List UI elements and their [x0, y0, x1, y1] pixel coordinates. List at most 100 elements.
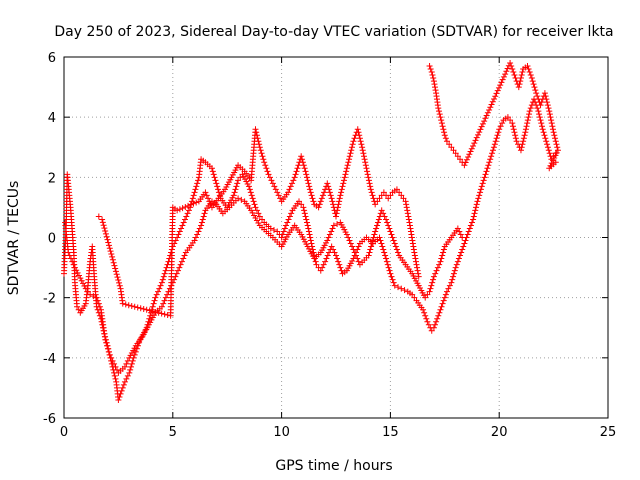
data-point: [479, 180, 486, 187]
x-tick-label: 20: [491, 425, 508, 440]
data-point: [206, 198, 213, 205]
data-point: [336, 198, 343, 205]
data-point: [423, 315, 430, 322]
data-point: [388, 273, 395, 280]
data-point: [449, 276, 456, 283]
data-point: [450, 147, 457, 154]
data-point: [544, 99, 551, 106]
data-point: [146, 307, 153, 314]
data-point: [181, 216, 188, 223]
data-point: [446, 141, 453, 148]
y-tick-label: 4: [48, 111, 56, 126]
data-point: [421, 309, 428, 316]
data-point: [462, 237, 469, 244]
data-point: [99, 216, 106, 223]
data-point: [95, 300, 102, 307]
data-point: [539, 126, 546, 133]
data-point: [152, 308, 159, 315]
data-point: [178, 258, 185, 265]
data-point: [439, 123, 446, 130]
data-point: [426, 288, 433, 295]
data-point: [104, 345, 111, 352]
data-point: [395, 284, 402, 291]
data-point: [194, 180, 201, 187]
data-point: [375, 216, 382, 223]
data-point: [414, 264, 421, 271]
data-point: [540, 129, 547, 136]
data-point: [184, 210, 191, 217]
data-point: [124, 357, 131, 364]
data-point: [549, 123, 556, 130]
data-point: [112, 265, 119, 272]
data-point: [374, 219, 381, 226]
data-point: [179, 222, 186, 229]
data-point: [546, 150, 553, 157]
data-point: [190, 192, 197, 199]
data-point: [460, 243, 467, 250]
data-point: [440, 297, 447, 304]
data-point: [238, 196, 245, 203]
data-point: [78, 277, 85, 284]
data-point: [483, 112, 490, 119]
data-point: [351, 135, 358, 142]
data-point: [285, 216, 292, 223]
data-point: [253, 132, 260, 139]
data-point: [420, 306, 427, 313]
data-point: [511, 129, 518, 136]
data-point: [253, 217, 260, 224]
data-point: [181, 252, 188, 259]
data-point: [346, 156, 353, 163]
data-point: [312, 258, 319, 265]
data-point: [304, 177, 311, 184]
data-point: [455, 255, 462, 262]
data-point: [538, 123, 545, 130]
data-point: [552, 159, 559, 166]
data-point: [347, 240, 354, 247]
data-point: [193, 183, 200, 190]
data-point: [441, 294, 448, 301]
data-point: [393, 186, 400, 193]
data-point: [522, 126, 529, 133]
data-point: [478, 183, 485, 190]
data-point: [306, 183, 313, 190]
data-point: [509, 123, 516, 130]
data-point: [119, 300, 126, 307]
data-point: [345, 234, 352, 241]
data-point: [481, 174, 488, 181]
data-point: [479, 120, 486, 127]
data-point: [365, 252, 372, 259]
data-point: [403, 201, 410, 208]
data-point: [205, 195, 212, 202]
data-point: [544, 141, 551, 148]
data-point: [384, 261, 391, 268]
data-point: [200, 213, 207, 220]
data-point: [374, 222, 381, 229]
data-point: [411, 294, 418, 301]
data-point: [359, 147, 366, 154]
data-point: [547, 114, 554, 121]
data-point: [365, 177, 372, 184]
data-point: [161, 311, 168, 318]
data-point: [213, 180, 220, 187]
data-point: [424, 291, 431, 298]
data-point: [304, 222, 311, 229]
data-point: [265, 171, 272, 178]
data-point: [471, 210, 478, 217]
data-point: [106, 245, 113, 252]
data-point: [425, 321, 432, 328]
data-point: [137, 305, 144, 312]
data-point: [454, 258, 461, 265]
data-point: [367, 186, 374, 193]
data-point: [374, 198, 381, 205]
data-point: [233, 183, 240, 190]
data-point: [182, 204, 189, 211]
data-point: [215, 189, 222, 196]
data-point: [343, 231, 350, 238]
data-point: [343, 165, 350, 172]
data-point: [503, 68, 510, 75]
data-point: [316, 201, 323, 208]
data-point: [310, 198, 317, 205]
data-point: [537, 117, 544, 124]
data-point: [335, 201, 342, 208]
data-point: [334, 207, 341, 214]
